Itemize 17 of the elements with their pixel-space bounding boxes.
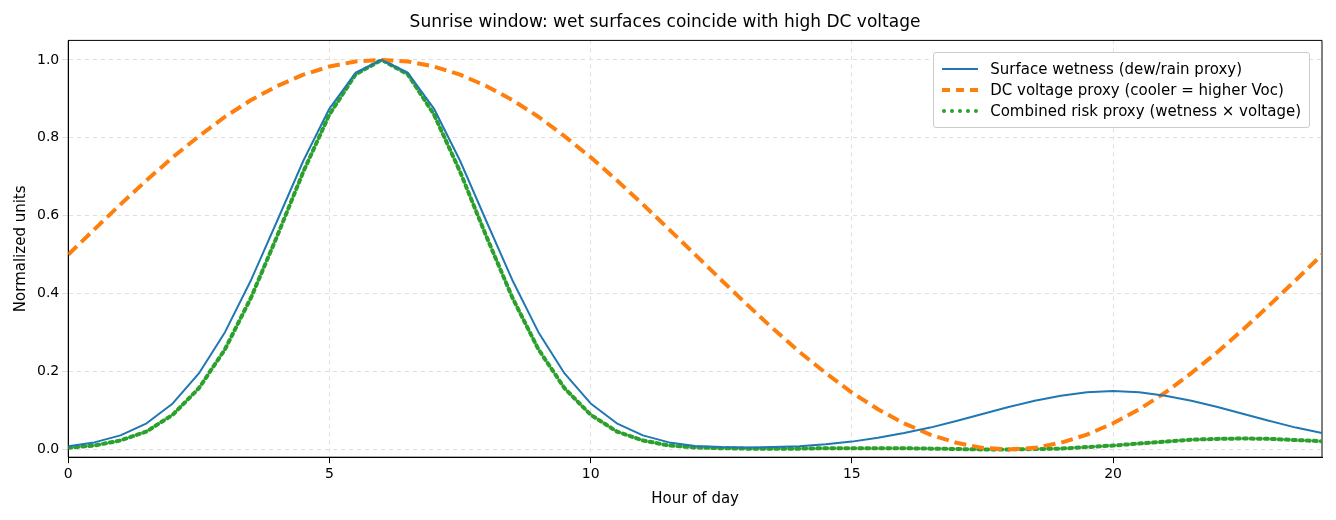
y-tick-label: 0.8 [37, 128, 60, 145]
y-axis-title: Normalized units [10, 185, 29, 313]
y-tick-label: 1.0 [37, 50, 60, 67]
y-tick-label: 0.0 [37, 440, 60, 457]
y-tick-label: 0.4 [37, 284, 60, 301]
y-tick-label: 0.2 [37, 362, 60, 379]
x-tick-label: 20 [1104, 465, 1122, 482]
x-axis-title: Hour of day [651, 488, 740, 507]
x-tick-label: 5 [325, 465, 334, 482]
x-tick-label: 10 [581, 465, 600, 482]
legend-label: DC voltage proxy (cooler = higher Voc) [990, 81, 1284, 99]
legend-label: Combined risk proxy (wetness × voltage) [990, 102, 1301, 120]
x-tick-label: 0 [63, 465, 73, 482]
chart-title: Sunrise window: wet surfaces coincide with high DC voltage [409, 10, 921, 31]
y-tick-label: 0.6 [37, 206, 60, 223]
x-tick-label: 15 [842, 465, 861, 482]
legend-label: Surface wetness (dew/rain proxy) [990, 60, 1243, 78]
